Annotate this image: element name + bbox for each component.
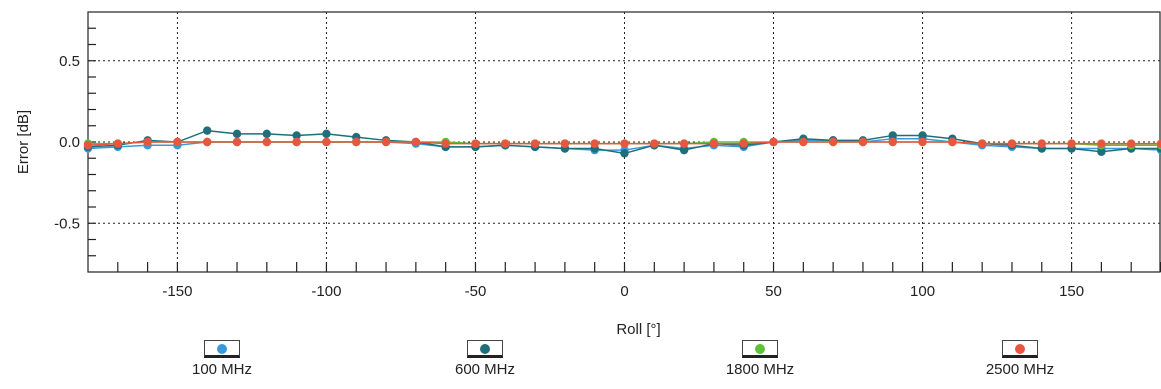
data-point xyxy=(203,126,212,135)
legend-label: 1800 MHz xyxy=(725,361,795,378)
data-point xyxy=(262,129,272,139)
data-point xyxy=(769,137,778,147)
data-point xyxy=(709,139,719,148)
data-point xyxy=(262,137,272,147)
data-point xyxy=(232,137,242,147)
data-point xyxy=(501,139,510,148)
x-tick-label: 0 xyxy=(620,283,628,300)
data-point xyxy=(679,139,689,148)
data-point xyxy=(203,137,212,147)
legend-item: 2500 MHz xyxy=(960,340,1080,378)
data-point xyxy=(441,139,450,148)
legend-swatch xyxy=(467,340,503,358)
data-point xyxy=(530,139,540,148)
data-point xyxy=(888,131,897,140)
series-3 xyxy=(83,137,1161,150)
x-tick-label: -150 xyxy=(162,283,192,300)
data-point xyxy=(888,137,897,147)
data-point xyxy=(1007,139,1017,148)
legend-item: 600 MHz xyxy=(425,340,545,378)
legend-item: 1800 MHz xyxy=(700,340,820,378)
series-layer xyxy=(83,126,1161,158)
legend-label: 100 MHz xyxy=(191,361,253,378)
legend-marker xyxy=(217,344,227,354)
data-point xyxy=(977,139,987,148)
data-point xyxy=(1097,147,1106,156)
legend-marker xyxy=(480,344,490,354)
data-point xyxy=(113,139,123,148)
data-point xyxy=(739,139,748,148)
data-point xyxy=(411,137,421,147)
data-point xyxy=(1037,139,1046,148)
x-tick-label: 150 xyxy=(1059,283,1084,300)
y-tick-label: 0.5 xyxy=(59,53,80,70)
data-point xyxy=(948,137,957,147)
legend-marker xyxy=(1015,344,1025,354)
y-tick-label: -0.5 xyxy=(54,215,80,232)
data-point xyxy=(1156,139,1161,148)
data-point xyxy=(590,139,599,148)
x-tick-label: 100 xyxy=(910,283,935,300)
data-point xyxy=(828,137,838,147)
data-point xyxy=(322,129,331,139)
axis-ticks: -150 -100 -50 0 50 100 150 0.5 0.0 -0.5 xyxy=(54,27,1161,300)
data-point xyxy=(858,137,868,147)
legend-item: 100 MHz xyxy=(162,340,282,378)
data-point xyxy=(381,137,391,147)
data-point xyxy=(918,131,927,140)
legend-marker xyxy=(755,344,765,354)
data-point xyxy=(650,139,659,148)
x-tick-label: -50 xyxy=(465,283,487,300)
data-point xyxy=(679,145,689,155)
legend-label: 2500 MHz xyxy=(985,361,1055,378)
data-point xyxy=(1097,139,1106,148)
legend-swatch xyxy=(204,340,240,358)
legend-swatch xyxy=(742,340,778,358)
legend-label: 600 MHz xyxy=(454,361,516,378)
data-point xyxy=(322,137,331,147)
y-axis-title: Error [dB] xyxy=(15,110,32,174)
data-point xyxy=(232,129,242,139)
x-axis-title: Roll [°] xyxy=(616,321,660,338)
data-point xyxy=(918,137,927,147)
y-tick-label: 0.0 xyxy=(59,134,80,151)
data-point xyxy=(560,139,570,148)
data-point xyxy=(799,137,808,147)
data-point xyxy=(471,139,480,148)
data-point xyxy=(620,139,629,148)
data-point xyxy=(1067,139,1076,148)
data-point xyxy=(620,149,629,158)
data-point xyxy=(292,137,301,147)
x-tick-label: 50 xyxy=(765,283,782,300)
data-point xyxy=(292,131,301,140)
legend-swatch xyxy=(1002,340,1038,358)
x-tick-label: -100 xyxy=(311,283,341,300)
data-point xyxy=(352,137,361,147)
data-point xyxy=(83,141,93,150)
data-point xyxy=(1126,139,1136,148)
data-point xyxy=(173,137,182,147)
data-point xyxy=(143,137,152,147)
